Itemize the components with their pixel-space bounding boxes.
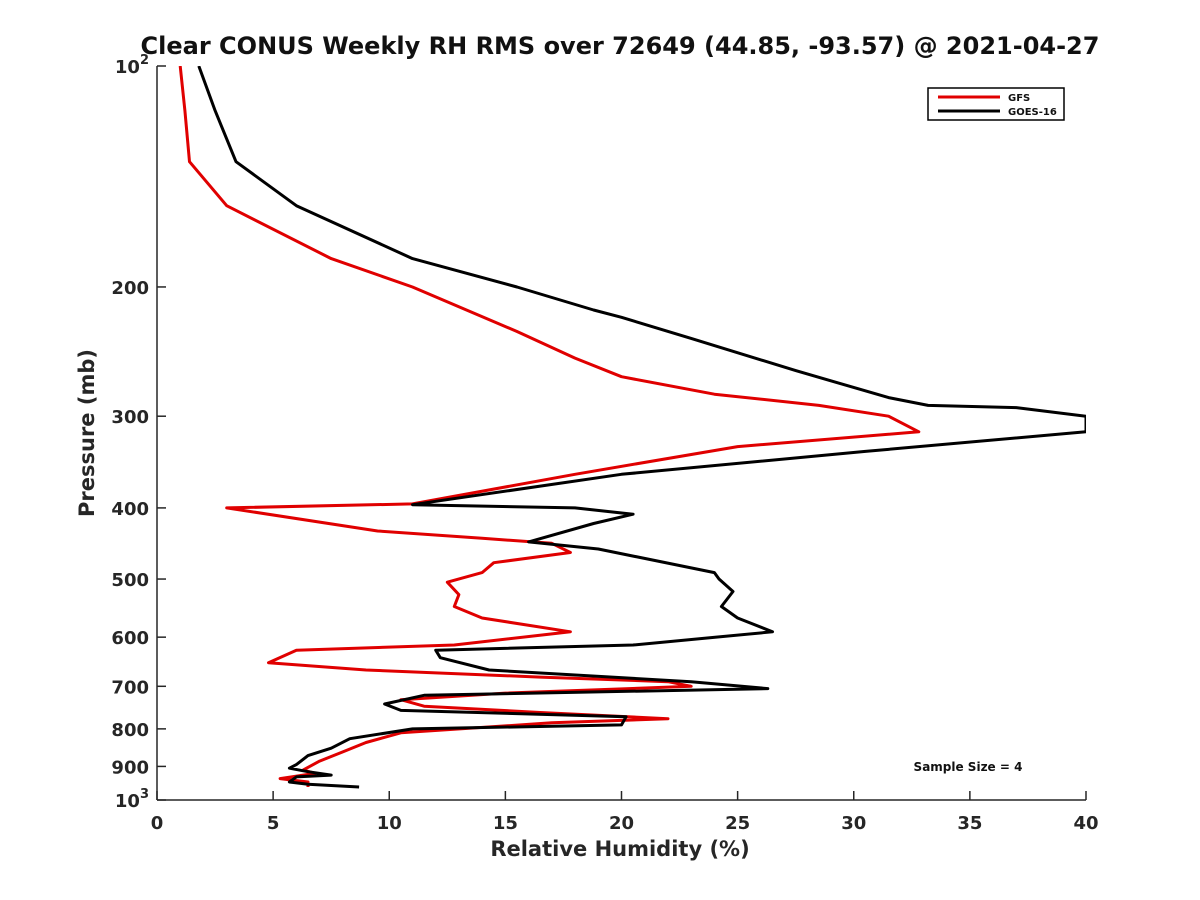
x-tick-label: 40 (1073, 813, 1098, 834)
axes: 0 5 10 15 20 25 30 35 40 102 200 300 400 500 600 700 800… (111, 53, 1098, 834)
y-tick-label: 500 (111, 570, 149, 591)
y-tick-label: 600 (111, 628, 149, 649)
y-tick-label: 400 (111, 499, 149, 520)
sample-size-annotation: Sample Size = 4 (914, 760, 1023, 774)
y-tick-label: 102 (115, 53, 149, 78)
x-axis-label: Relative Humidity (%) (490, 837, 749, 861)
x-tick-label: 35 (957, 813, 982, 834)
legend-label-gfs: GFS (1008, 93, 1030, 104)
legend-label-goes-16: GOES-16 (1008, 107, 1057, 118)
y-tick-label: 200 (111, 278, 149, 299)
series-line-gfs (178, 66, 921, 787)
y-tick-label: 103 (115, 787, 149, 812)
x-tick-label: 25 (725, 813, 750, 834)
y-axis-label: Pressure (mb) (75, 349, 99, 517)
chart-title: Clear CONUS Weekly RH RMS over 72649 (44… (141, 32, 1100, 60)
x-tick-label: 10 (377, 813, 402, 834)
legend-box (927, 87, 1065, 121)
legend: GFS GOES-16 (927, 87, 1065, 121)
y-tick-label: 800 (111, 720, 149, 741)
x-tick-label: 0 (151, 813, 164, 834)
x-tick-label: 20 (609, 813, 634, 834)
y-tick-label: 900 (111, 757, 149, 778)
plot-lines (178, 66, 1086, 789)
y-tick-label: 300 (111, 407, 149, 428)
x-tick-label: 5 (267, 813, 280, 834)
y-tick-label: 700 (111, 677, 149, 698)
x-tick-label: 15 (493, 813, 518, 834)
series-line-goes-16 (197, 66, 1086, 789)
x-tick-label: 30 (841, 813, 866, 834)
